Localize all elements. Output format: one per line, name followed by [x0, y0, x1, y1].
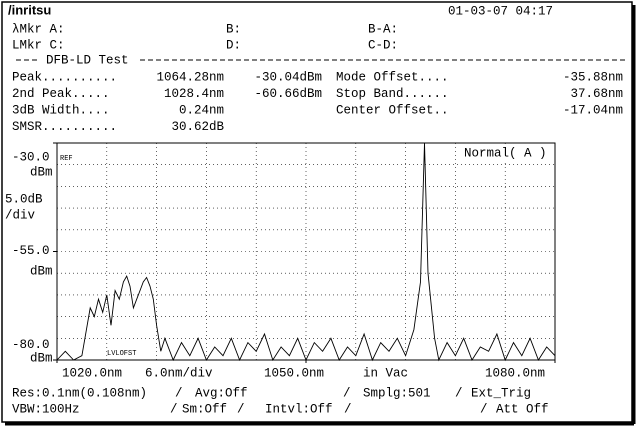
- x-tick-label: 1080.0nm: [485, 366, 545, 380]
- x-tick-label: 1020.0nm: [62, 366, 122, 380]
- marker-label: D:: [226, 38, 241, 52]
- result-text: -30.04dBm: [254, 70, 322, 84]
- status-text: /: [343, 386, 351, 400]
- result-text: -60.66dBm: [254, 87, 322, 101]
- plot: [53, 142, 556, 363]
- result-text: Peak..........: [12, 70, 117, 84]
- y-unit: dBm: [30, 351, 53, 365]
- mode-box: [460, 144, 554, 161]
- result-text: 1064.28nm: [156, 70, 224, 84]
- mode-label: Normal( A ): [464, 146, 547, 160]
- result-text: 30.62dB: [171, 120, 224, 134]
- status-text: Ext_Trig: [471, 386, 531, 400]
- y-tick-label: -30.0: [12, 150, 50, 164]
- y-unit: dBm: [30, 165, 53, 179]
- status-text: VBW:100Hz: [12, 402, 80, 416]
- offset-label: LVLOFST: [107, 350, 136, 358]
- result-text: 37.68nm: [570, 87, 623, 101]
- status-text: /: [344, 402, 352, 416]
- result-text: 3dB Width....: [12, 103, 110, 117]
- footer: Res:0.1nm(0.108nm) / Avg:Off / Smplg:501 / Ext…: [12, 386, 549, 416]
- status-text: /: [170, 402, 178, 416]
- status-text: Att Off: [496, 402, 549, 416]
- x-medium: in Vac: [363, 366, 408, 380]
- y-scale: 5.0dB: [5, 192, 43, 206]
- status-text: /: [237, 402, 245, 416]
- results: Peak.......... 1064.28nm -30.04dBm Mode Off…: [12, 70, 623, 134]
- status-text: Intvl:Off: [265, 402, 333, 416]
- status-text: /: [175, 386, 183, 400]
- result-text: 1028.4nm: [164, 87, 224, 101]
- result-text: 0.24nm: [179, 103, 224, 117]
- status-text: Sm:Off: [182, 402, 227, 416]
- ref-label: REF: [60, 155, 73, 163]
- test-title: DFB-LD Test: [46, 53, 129, 67]
- y-tick-label: -80.0: [12, 338, 50, 352]
- status-text: Res:0.1nm(0.108nm): [12, 386, 147, 400]
- marker-label: B:: [226, 22, 241, 36]
- y-tick-label: -55.0: [12, 244, 50, 258]
- brand: /inritsu: [8, 2, 51, 17]
- result-text: Center Offset..: [336, 103, 449, 117]
- status-text: Smplg:501: [363, 386, 431, 400]
- result-text: SMSR..........: [12, 120, 117, 134]
- result-text: Mode Offset....: [336, 70, 449, 84]
- x-tick-label: 1050.0nm: [264, 366, 324, 380]
- status-text: /: [455, 386, 463, 400]
- datetime: 01-03-07 04:17: [448, 4, 553, 18]
- status-text: Avg:Off: [195, 386, 248, 400]
- marker-label: λMkr A:: [12, 22, 65, 36]
- marker-label: B-A:: [368, 22, 398, 36]
- result-text: 2nd Peak.....: [12, 87, 110, 101]
- marker-label: LMkr C:: [12, 38, 65, 52]
- y-unit: dBm: [30, 264, 53, 278]
- result-text: Stop Band......: [336, 87, 449, 101]
- x-scale: 6.0nm/div: [145, 366, 213, 380]
- result-text: -17.04nm: [563, 103, 623, 117]
- y-scale-unit: /div: [5, 208, 36, 222]
- spectrum-trace: [56, 143, 556, 362]
- result-text: -35.88nm: [563, 70, 623, 84]
- status-text: /: [480, 402, 488, 416]
- marker-label: C-D:: [368, 38, 398, 52]
